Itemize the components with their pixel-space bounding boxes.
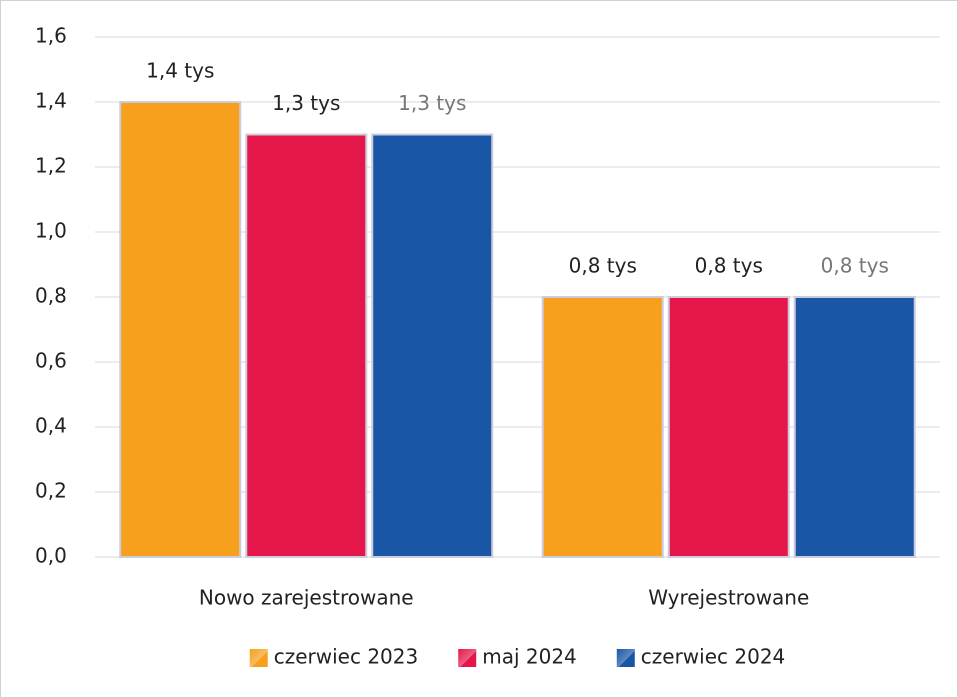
- legend: czerwiec 2023 maj 2024 czerwiec 2024: [249, 645, 786, 669]
- bar: [793, 296, 916, 558]
- value-label: 1,3 tys: [272, 91, 340, 115]
- legend-marker: [616, 649, 635, 667]
- y-tick-label: 1,6: [35, 24, 67, 48]
- y-tick-label: 0,6: [35, 349, 67, 373]
- legend-marker: [249, 649, 268, 667]
- legend-label: maj 2024: [482, 645, 577, 669]
- x-tick-label: Wyrejestrowane: [648, 586, 809, 610]
- bar: [245, 133, 368, 558]
- value-label: 0,8 tys: [569, 254, 637, 278]
- bar: [667, 296, 790, 558]
- value-label: 0,8 tys: [695, 254, 763, 278]
- y-tick-label: 1,4: [35, 89, 67, 113]
- y-tick-label: 1,2: [35, 154, 67, 178]
- legend-label: czerwiec 2023: [274, 645, 419, 669]
- bar: [371, 133, 494, 558]
- y-tick-label: 0,8: [35, 284, 67, 308]
- bar: [541, 296, 664, 558]
- y-tick-label: 0,2: [35, 479, 67, 503]
- y-tick-label: 0,0: [35, 544, 67, 568]
- x-tick-label: Nowo zarejestrowane: [199, 586, 414, 610]
- y-tick-label: 1,0: [35, 219, 67, 243]
- bar: [119, 101, 242, 558]
- value-label: 0,8 tys: [821, 254, 889, 278]
- legend-marker: [458, 649, 477, 667]
- value-label: 1,3 tys: [398, 91, 466, 115]
- y-tick-label: 0,4: [35, 414, 67, 438]
- value-label: 1,4 tys: [146, 59, 214, 83]
- legend-label: czerwiec 2024: [641, 645, 786, 669]
